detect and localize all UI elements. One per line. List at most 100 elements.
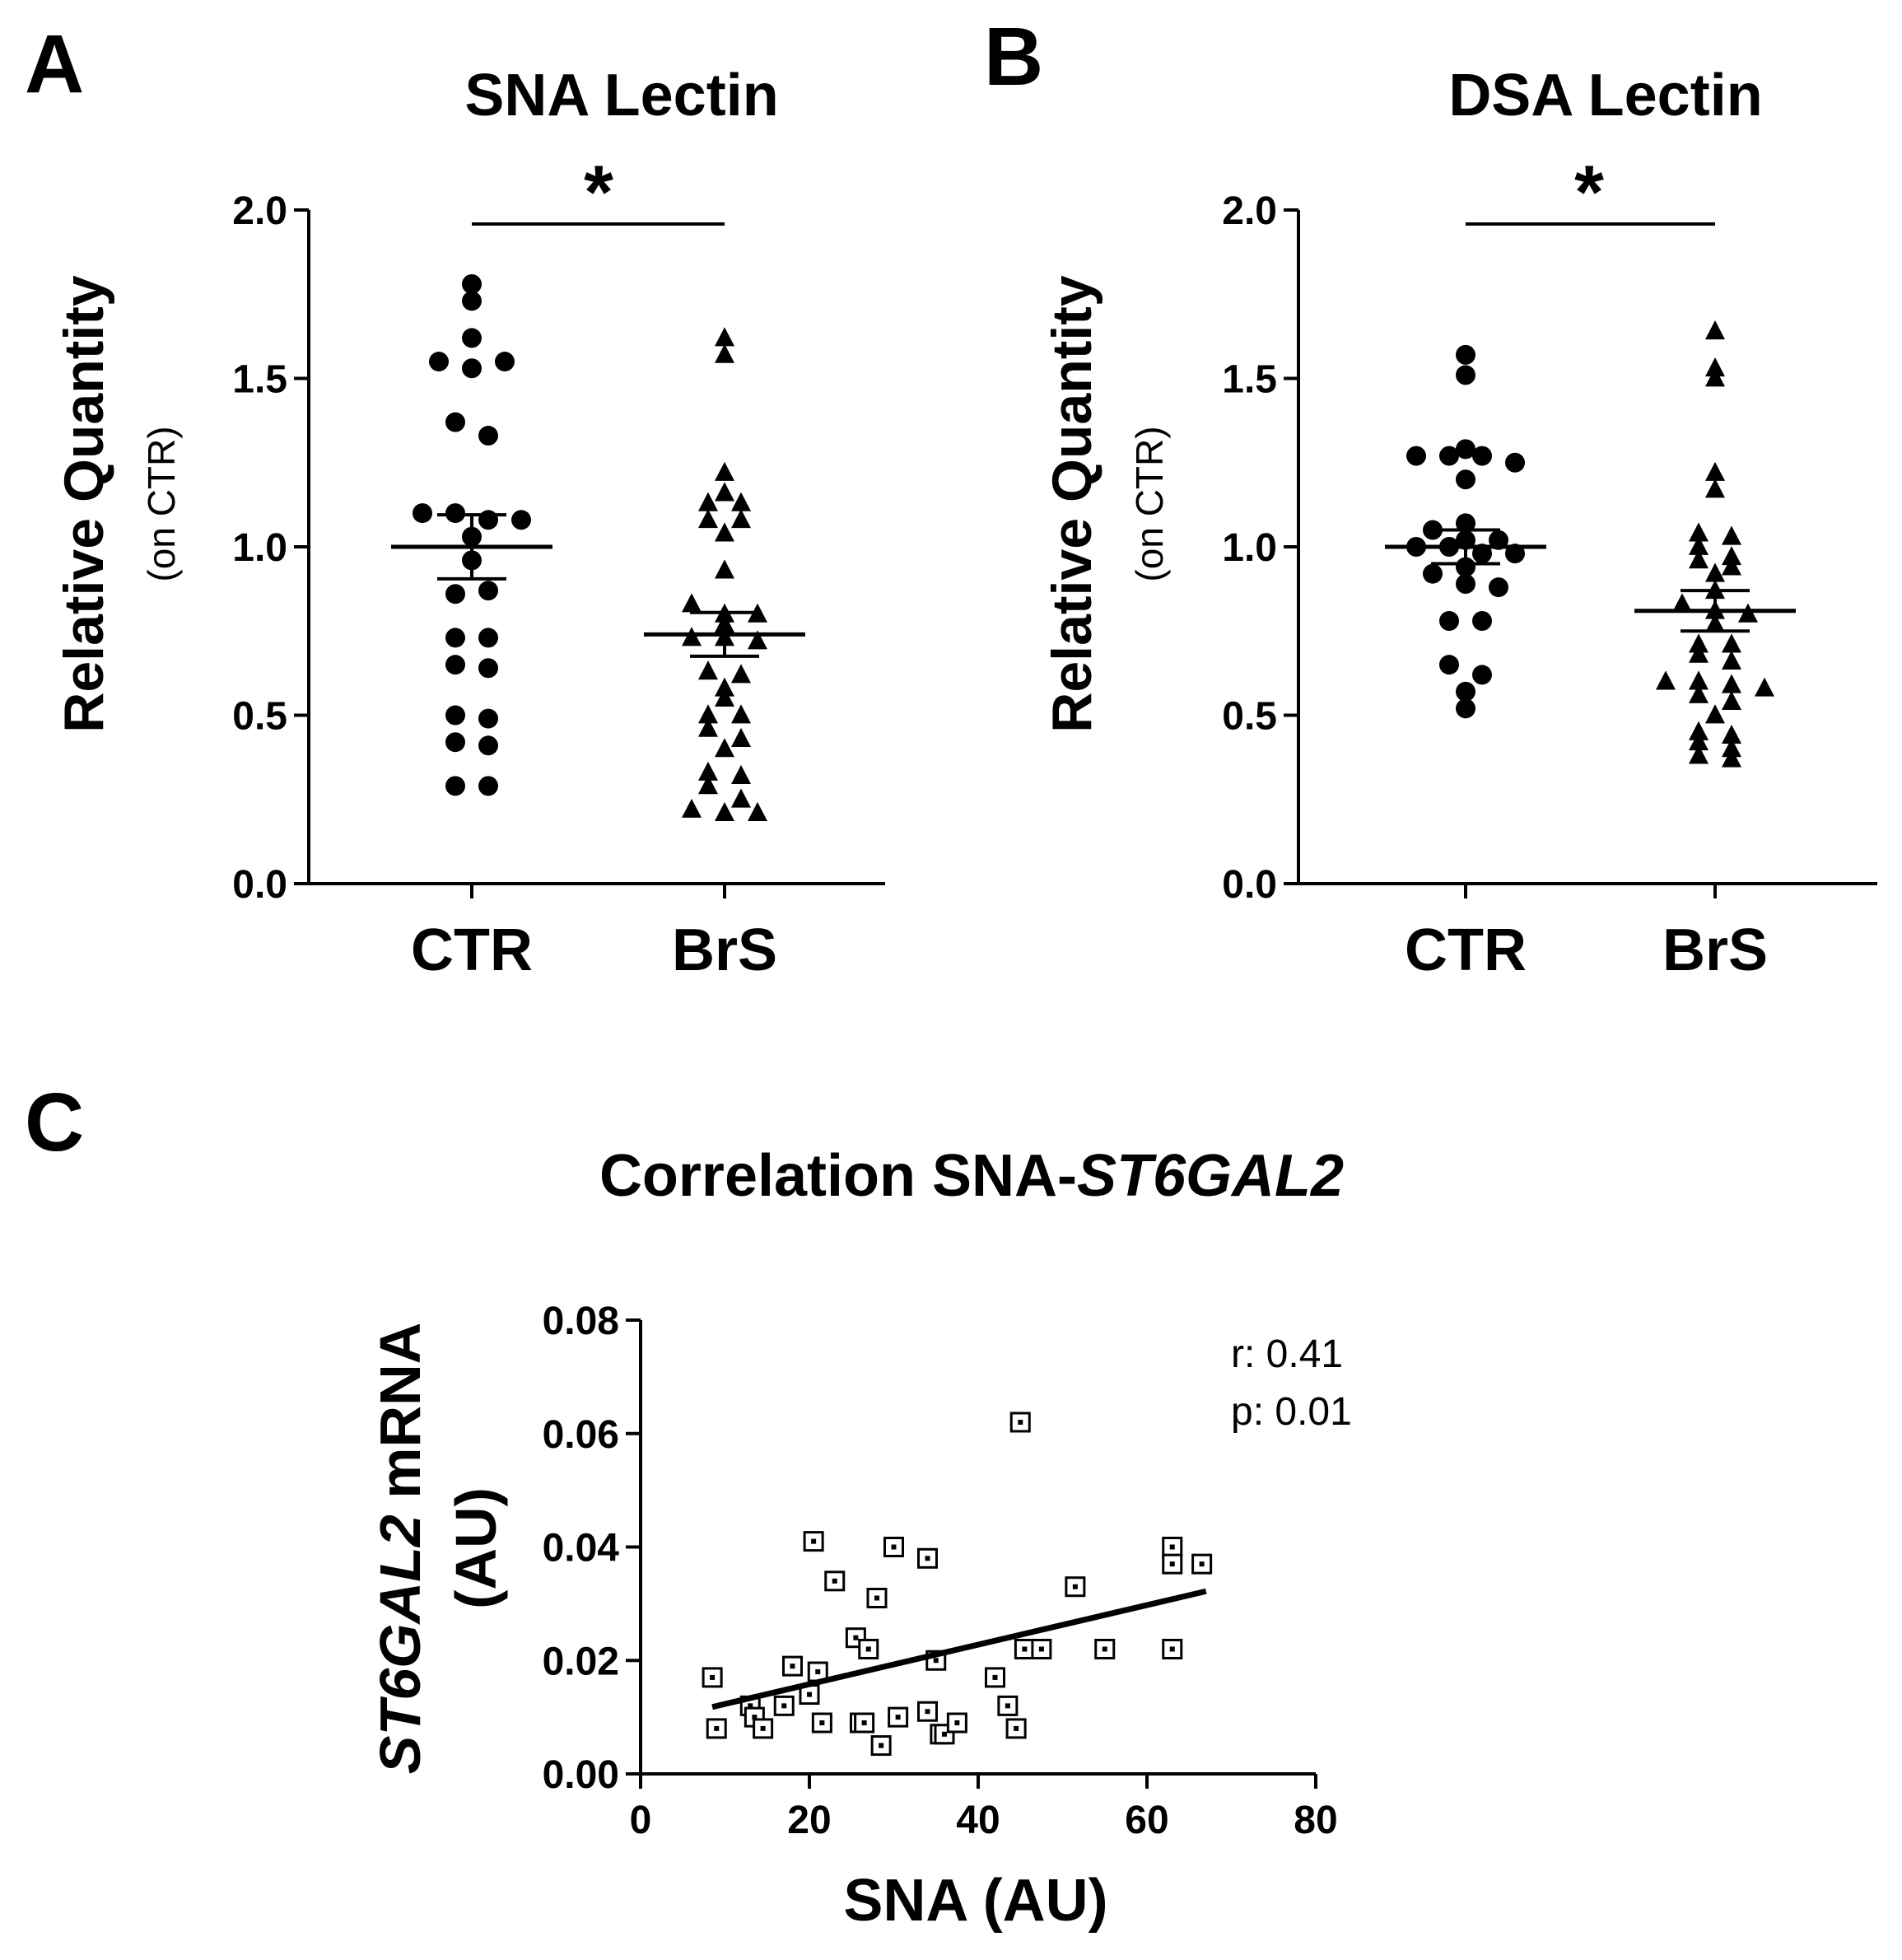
panel-c-point — [811, 1712, 832, 1734]
panel-a-point-brs — [731, 704, 751, 724]
panel-a-point-ctr — [478, 510, 498, 530]
panel-c-point — [997, 1695, 1019, 1716]
panel-c-title-plain: Correlation SNA- — [599, 1143, 1077, 1209]
panel-c-point-center — [942, 1731, 947, 1737]
panel-b-point-brs — [1689, 670, 1709, 690]
panel-a-point-brs — [715, 461, 734, 481]
panel-c-y-axis-label: ST6GAL2 mRNA — [368, 1323, 432, 1774]
panel-a-point-brs — [731, 788, 751, 808]
panel-b-category-brs: BrS — [1662, 917, 1768, 983]
panel-a-point-brs — [682, 798, 702, 818]
panel-b-point-ctr — [1489, 577, 1508, 598]
panel-a-y-axis-label: Relative Quantity — [53, 275, 115, 733]
panel-c-point-center — [1022, 1646, 1028, 1652]
panel-c-point-center — [1014, 1725, 1019, 1731]
panel-c-point — [1005, 1718, 1027, 1739]
panel-c-point — [1162, 1553, 1183, 1575]
panel-b-point-ctr — [1456, 344, 1475, 365]
panel-b-point-brs — [1689, 744, 1709, 764]
panel-c-point-center — [954, 1720, 960, 1726]
panel-b-y-tick-label: 2.0 — [1222, 189, 1277, 233]
panel-c-point — [858, 1638, 879, 1659]
panel-c-point-center — [861, 1720, 867, 1726]
panel-a-y-tick-label: 2.0 — [232, 189, 287, 233]
panel-c-point-center — [895, 1715, 901, 1720]
panel-a-title: SNA Lectin — [464, 63, 778, 128]
panel-a-point-brs — [715, 522, 734, 542]
panel-a-y-axis-sublabel: (on CTR) — [140, 426, 183, 581]
panel-c-point-center — [925, 1709, 930, 1715]
panel-c-point — [1014, 1638, 1035, 1659]
panel-c-point-center — [1102, 1646, 1107, 1652]
panel-b-point-ctr — [1456, 439, 1475, 460]
panel-c-point — [753, 1718, 774, 1739]
panel-a-point-ctr — [478, 426, 498, 446]
panel-b-point-brs — [1722, 546, 1741, 566]
panel-c-point — [854, 1712, 875, 1734]
panel-a-point-brs — [748, 801, 767, 822]
panel-b-point-ctr — [1406, 446, 1426, 466]
panel-a-point-ctr — [478, 708, 498, 729]
panel-c-p-value: p: 0.01 — [1231, 1390, 1352, 1434]
panel-b-point-brs — [1689, 643, 1709, 663]
panel-b-point-brs — [1705, 704, 1725, 724]
panel-b-point-ctr — [1456, 573, 1475, 594]
panel-b-point-ctr — [1439, 655, 1459, 675]
panel-a-point-ctr — [445, 412, 465, 432]
panel-c-point-center — [1018, 1419, 1023, 1425]
panel-a-point-ctr — [462, 358, 482, 379]
panel-c-point — [1009, 1412, 1031, 1433]
panel-c-point — [946, 1712, 967, 1734]
panel-a-point-ctr — [478, 658, 498, 679]
panel-a-point-brs — [731, 492, 751, 511]
panel-a-point-brs — [698, 717, 718, 737]
panel-c-point-center — [819, 1720, 825, 1726]
panel-b-point-brs — [1722, 738, 1741, 758]
panel-c-point-center — [714, 1725, 720, 1731]
panel-a: SNA Lectin Relative Quantity (on CTR) * … — [53, 63, 779, 983]
panel-b-point-ctr — [1456, 365, 1475, 385]
panel-a-point-brs — [698, 775, 718, 795]
panel-a-y-tick-label: 0.0 — [232, 863, 287, 907]
panel-c-y-tick-label: 0.08 — [543, 1300, 619, 1343]
panel-c-y-tick-label: 0.02 — [543, 1640, 619, 1683]
panel-b-point-brs — [1705, 461, 1725, 481]
panel-c-title-italic: ST6GAL2 — [1077, 1143, 1344, 1209]
panel-a-point-ctr — [462, 291, 482, 311]
panel-c-point-center — [832, 1578, 837, 1584]
panel-b-point-brs — [1689, 633, 1709, 653]
panel-c-point-center — [1038, 1646, 1044, 1652]
panel-a-point-ctr — [445, 732, 465, 753]
panel-b-significance-star: * — [1574, 151, 1604, 235]
panel-a-point-ctr — [478, 628, 498, 648]
panel-c-point-center — [874, 1595, 879, 1601]
panel-b-point-ctr — [1456, 698, 1475, 719]
panel-c-x-tick-label: 40 — [956, 1799, 1000, 1842]
panel-letter-b: B — [984, 11, 1043, 103]
panel-b-point-brs — [1705, 478, 1725, 498]
panel-c-point-center — [853, 1635, 859, 1640]
panel-c-point-center — [925, 1556, 930, 1561]
panel-a-point-brs — [748, 630, 767, 650]
panel-c-point-center — [891, 1544, 897, 1550]
panel-b-point-brs — [1689, 549, 1709, 569]
panel-c: Correlation SNA-ST6GAL2 ST6GAL2 mRNA (AU… — [368, 1143, 1352, 1934]
panel-b-point-ctr — [1439, 446, 1459, 466]
panel-c-point-center — [790, 1664, 795, 1669]
panel-a-point-ctr — [445, 503, 465, 524]
panel-a-y-tick-label: 1.5 — [232, 358, 287, 402]
panel-b-y-axis-label: Relative Quantity — [1041, 275, 1103, 733]
panel-c-point-center — [1005, 1703, 1010, 1709]
panel-a-point-brs — [682, 593, 702, 613]
panel-b-point-brs — [1722, 724, 1741, 744]
panel-b-point-ctr — [1456, 681, 1475, 702]
panel-b-point-ctr — [1423, 563, 1443, 584]
panel-a-point-ctr — [429, 352, 449, 372]
panel-a-category-ctr: CTR — [411, 917, 533, 983]
panel-c-x-tick-label: 20 — [787, 1799, 831, 1842]
panel-b-point-ctr — [1472, 610, 1492, 631]
panel-b-point-brs — [1656, 670, 1676, 690]
panel-a-point-brs — [715, 738, 734, 758]
panel-a-point-ctr — [478, 735, 498, 756]
